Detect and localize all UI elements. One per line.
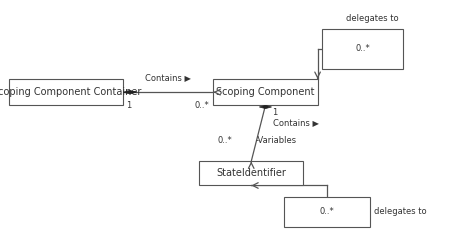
Text: 1: 1 xyxy=(273,108,278,117)
Text: Contains ▶: Contains ▶ xyxy=(145,73,191,82)
Text: 1: 1 xyxy=(126,101,131,110)
FancyBboxPatch shape xyxy=(322,29,403,69)
Text: 0..*: 0..* xyxy=(218,136,232,145)
Text: Scoping Component Container: Scoping Component Container xyxy=(0,87,141,97)
Text: Contains ▶: Contains ▶ xyxy=(273,118,319,127)
Text: -Variables: -Variables xyxy=(256,136,297,145)
FancyBboxPatch shape xyxy=(199,161,303,185)
Text: StateIdentifier: StateIdentifier xyxy=(216,169,286,178)
FancyBboxPatch shape xyxy=(213,79,318,105)
Text: 0..*: 0..* xyxy=(194,101,209,110)
Text: 0..*: 0..* xyxy=(355,44,370,53)
FancyBboxPatch shape xyxy=(284,197,370,227)
Polygon shape xyxy=(259,105,272,109)
FancyBboxPatch shape xyxy=(9,79,123,105)
Text: Scoping Component: Scoping Component xyxy=(216,87,315,97)
Text: delegates to: delegates to xyxy=(346,14,398,23)
Text: 0..*: 0..* xyxy=(319,207,335,216)
Text: delegates to: delegates to xyxy=(374,207,427,216)
Polygon shape xyxy=(123,90,137,94)
